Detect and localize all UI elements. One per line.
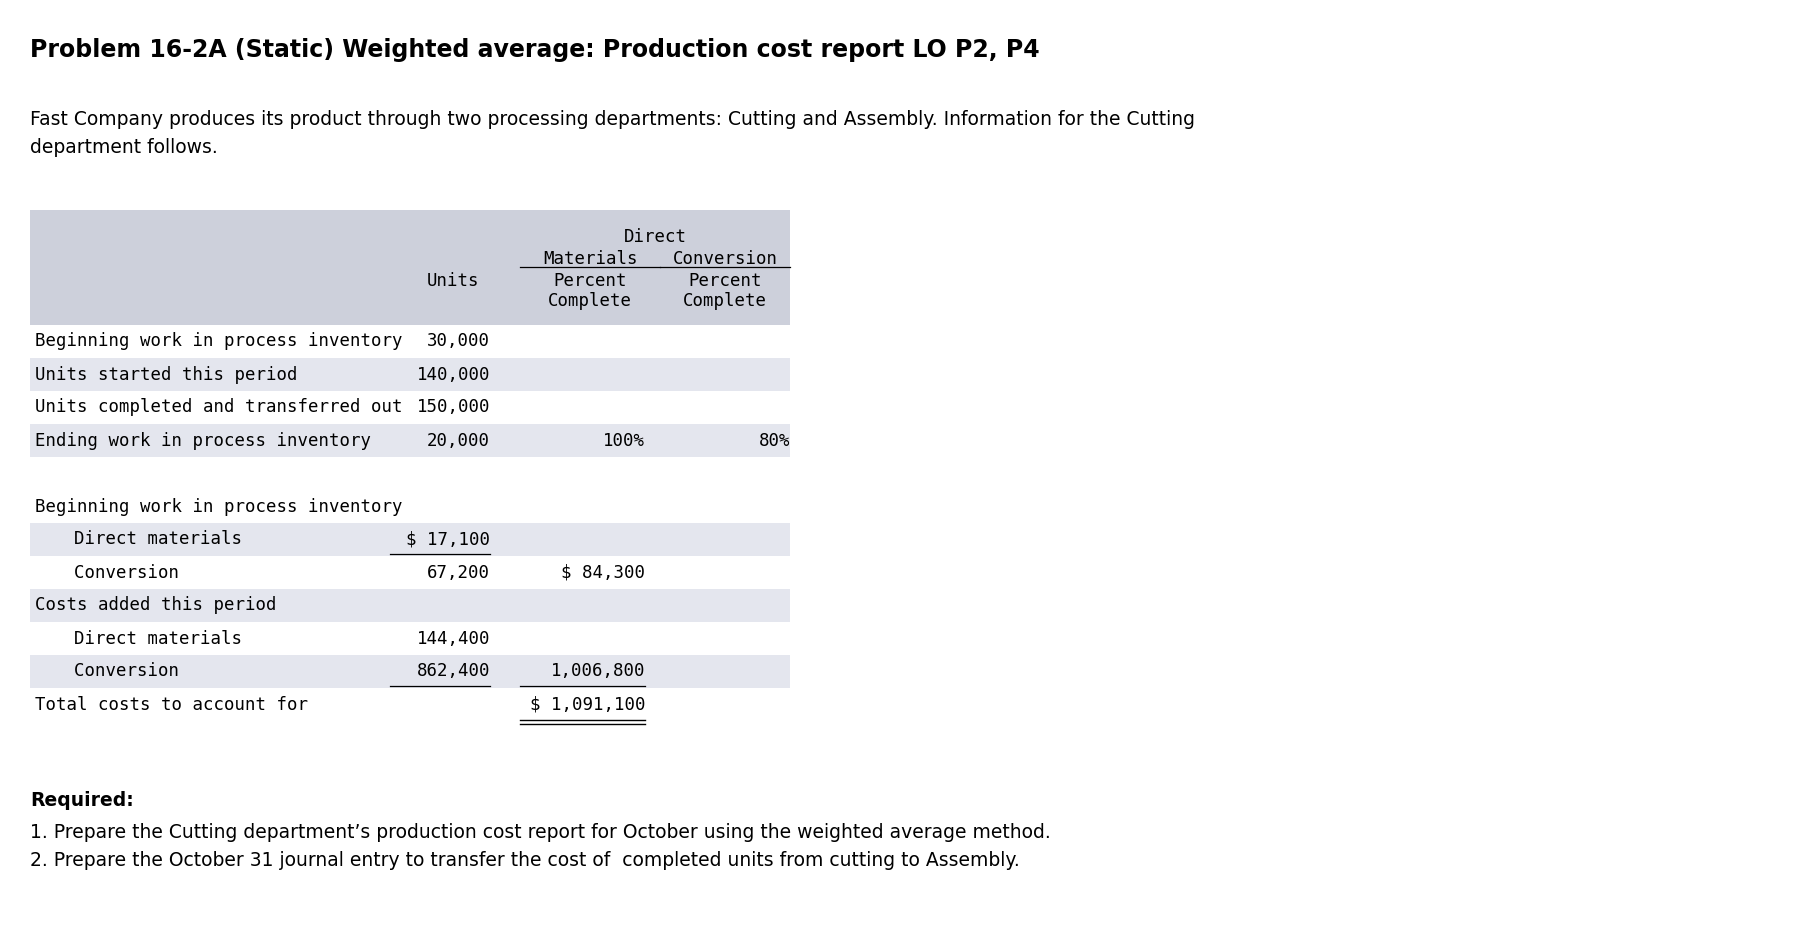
Text: $ 1,091,100: $ 1,091,100 (530, 695, 645, 714)
Text: Conversion: Conversion (672, 250, 777, 268)
Text: Percent: Percent (688, 272, 762, 290)
Text: Direct: Direct (623, 228, 687, 246)
Text: Problem 16-2A (Static) Weighted average: Production cost report LO P2, P4: Problem 16-2A (Static) Weighted average:… (31, 38, 1040, 62)
Text: Total costs to account for: Total costs to account for (34, 695, 308, 714)
Text: 100%: 100% (604, 432, 645, 449)
Text: Beginning work in process inventory: Beginning work in process inventory (34, 333, 402, 350)
Bar (31, 210, 789, 325)
Text: Direct materials: Direct materials (52, 629, 241, 648)
Text: 144,400: 144,400 (416, 629, 490, 648)
Text: Fast Company produces its product through two processing departments: Cutting an: Fast Company produces its product throug… (31, 110, 1195, 129)
Text: 140,000: 140,000 (416, 365, 490, 383)
Text: $ 84,300: $ 84,300 (560, 564, 645, 582)
Text: 80%: 80% (759, 432, 789, 449)
Text: Complete: Complete (683, 292, 768, 310)
Text: 862,400: 862,400 (416, 663, 490, 680)
Text: Direct materials: Direct materials (52, 530, 241, 549)
Bar (31, 589, 789, 622)
Text: 30,000: 30,000 (427, 333, 490, 350)
Text: Complete: Complete (548, 292, 633, 310)
Bar (31, 523, 789, 556)
Bar (31, 424, 789, 457)
Bar (31, 358, 789, 391)
Text: Conversion: Conversion (52, 564, 178, 582)
Text: Conversion: Conversion (52, 663, 178, 680)
Bar (31, 655, 789, 688)
Text: Costs added this period: Costs added this period (34, 596, 276, 614)
Text: Materials: Materials (542, 250, 638, 268)
Text: Required:: Required: (31, 791, 133, 810)
Text: 1. Prepare the Cutting department’s production cost report for October using the: 1. Prepare the Cutting department’s prod… (31, 823, 1051, 842)
Text: 20,000: 20,000 (427, 432, 490, 449)
Text: department follows.: department follows. (31, 138, 218, 157)
Text: Units: Units (427, 272, 479, 290)
Text: 67,200: 67,200 (427, 564, 490, 582)
Text: Units completed and transferred out: Units completed and transferred out (34, 399, 402, 417)
Text: Units started this period: Units started this period (34, 365, 297, 383)
Text: Ending work in process inventory: Ending work in process inventory (34, 432, 371, 449)
Text: 1,006,800: 1,006,800 (550, 663, 645, 680)
Text: 150,000: 150,000 (416, 399, 490, 417)
Text: 2. Prepare the October 31 journal entry to transfer the cost of  completed units: 2. Prepare the October 31 journal entry … (31, 851, 1020, 870)
Text: Percent: Percent (553, 272, 627, 290)
Text: $ 17,100: $ 17,100 (405, 530, 490, 549)
Text: Beginning work in process inventory: Beginning work in process inventory (34, 498, 402, 515)
